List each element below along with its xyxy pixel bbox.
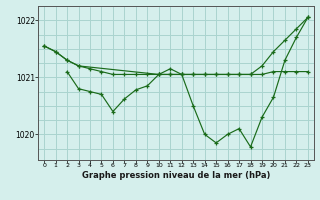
- X-axis label: Graphe pression niveau de la mer (hPa): Graphe pression niveau de la mer (hPa): [82, 171, 270, 180]
